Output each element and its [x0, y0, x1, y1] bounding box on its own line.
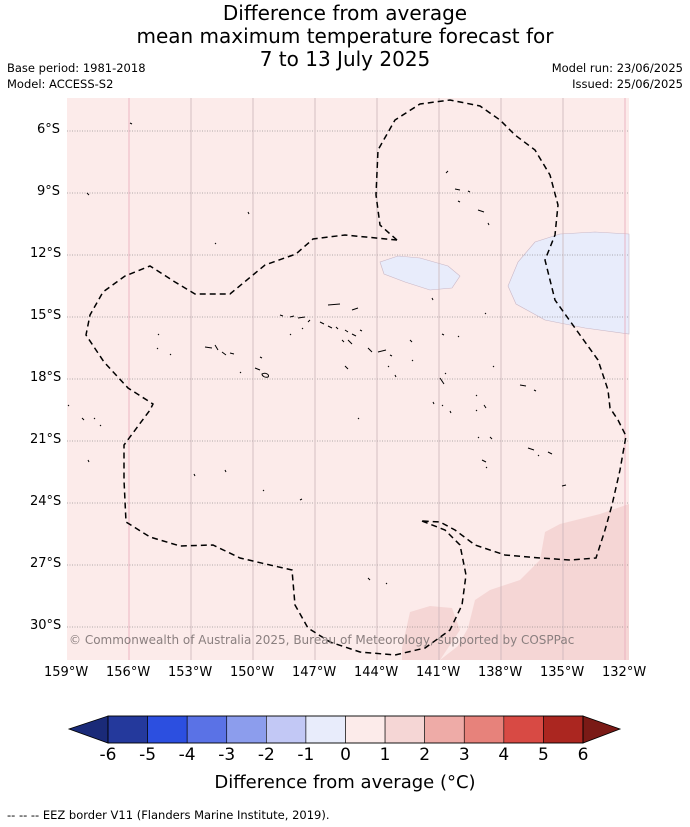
islands — [67, 122, 567, 585]
colorbar-cell — [305, 715, 346, 744]
lon-label-144w: 144°W — [354, 665, 399, 680]
lat-label-21s: 21°S — [30, 432, 62, 447]
colorbar-cell — [543, 715, 584, 744]
lat-label-18s: 18°S — [30, 370, 62, 385]
colorbar-tick-label: 4 — [498, 745, 510, 765]
model-name: Model: ACCESS-S2 — [7, 77, 114, 91]
lat-label-27s: 27°S — [30, 556, 62, 571]
meta-right: Model run: 23/06/2025 Issued: 25/06/2025 — [552, 60, 683, 92]
lon-label-153w: 153°W — [168, 665, 213, 680]
lat-label-9s: 9°S — [37, 184, 61, 199]
colorbar-cell — [463, 715, 505, 744]
colorbar-tick-label: 2 — [419, 745, 431, 765]
meta-left: Base period: 1981-2018 Model: ACCESS-S2 — [7, 60, 146, 92]
lon-label-135w: 135°W — [540, 665, 585, 680]
colorbar-cell — [266, 715, 307, 744]
meridian-lines — [128, 98, 626, 660]
colorbar-tick-label: -4 — [178, 745, 196, 765]
colorbar-tick-label: 5 — [537, 745, 549, 765]
colorbar-cells — [107, 715, 584, 744]
anomaly-region-positive-2 — [402, 606, 460, 660]
colorbar-tick-label: -1 — [297, 745, 315, 765]
colorbar-extend-low — [67, 715, 109, 744]
title-line-2: mean maximum temperature forecast for — [136, 24, 554, 48]
colorbar-extend-high — [582, 715, 622, 744]
copyright-notice: © Commonwealth of Australia 2025, Bureau… — [69, 633, 575, 647]
lat-label-15s: 15°S — [30, 308, 62, 323]
colorbar-tick-label: -6 — [99, 745, 117, 765]
lon-label-147w: 147°W — [292, 665, 337, 680]
issued-date: Issued: 25/06/2025 — [572, 77, 683, 91]
map-title: Difference from average mean maximum tem… — [0, 2, 690, 71]
lat-label-24s: 24°S — [30, 494, 62, 509]
colorbar-tick-label: -5 — [139, 745, 157, 765]
lat-label-6s: 6°S — [37, 122, 61, 137]
anomaly-region-negative — [507, 231, 630, 335]
colorbar-cell — [226, 715, 267, 744]
lat-label-30s: 30°S — [30, 618, 62, 633]
colorbar-tick-label: 3 — [458, 745, 470, 765]
colorbar-cell — [107, 715, 148, 744]
lon-label-150w: 150°W — [230, 665, 275, 680]
grid-lines — [67, 130, 629, 628]
lon-label-156w: 156°W — [106, 665, 151, 680]
model-run: Model run: 23/06/2025 — [551, 61, 683, 75]
lon-label-141w: 141°W — [416, 665, 461, 680]
colorbar-cell — [147, 715, 188, 744]
anomaly-region-positive — [440, 504, 629, 660]
title-line-3: 7 to 13 July 2025 — [259, 47, 431, 71]
colorbar-tick-label: -3 — [218, 745, 236, 765]
title-line-1: Difference from average — [222, 1, 468, 25]
colorbar-frame — [107, 715, 584, 744]
colorbar-cell — [424, 715, 465, 744]
lon-label-132w: 132°W — [602, 665, 647, 680]
colorbar-tick-label: -2 — [257, 745, 275, 765]
colorbar-cell — [345, 715, 386, 744]
colorbar-tick-label: 1 — [379, 745, 391, 765]
colorbar-title: Difference from average (°C) — [214, 772, 476, 793]
colorbar-cell — [503, 715, 544, 744]
eez-border — [85, 99, 627, 656]
colorbar — [67, 715, 622, 744]
colorbar-tick-label: 6 — [577, 745, 589, 765]
lon-label-159w: 159°W — [44, 665, 89, 680]
lat-label-12s: 12°S — [30, 246, 62, 261]
colorbar-tick-label: 0 — [340, 745, 351, 765]
eez-legend: -- -- -- EEZ border V11 (Flanders Marine… — [7, 808, 330, 822]
colorbar-cell — [384, 715, 425, 744]
colorbar-cell — [186, 715, 228, 744]
base-period: Base period: 1981-2018 — [7, 61, 146, 75]
lon-label-138w: 138°W — [478, 665, 523, 680]
anomaly-region-negative-2 — [379, 255, 461, 291]
